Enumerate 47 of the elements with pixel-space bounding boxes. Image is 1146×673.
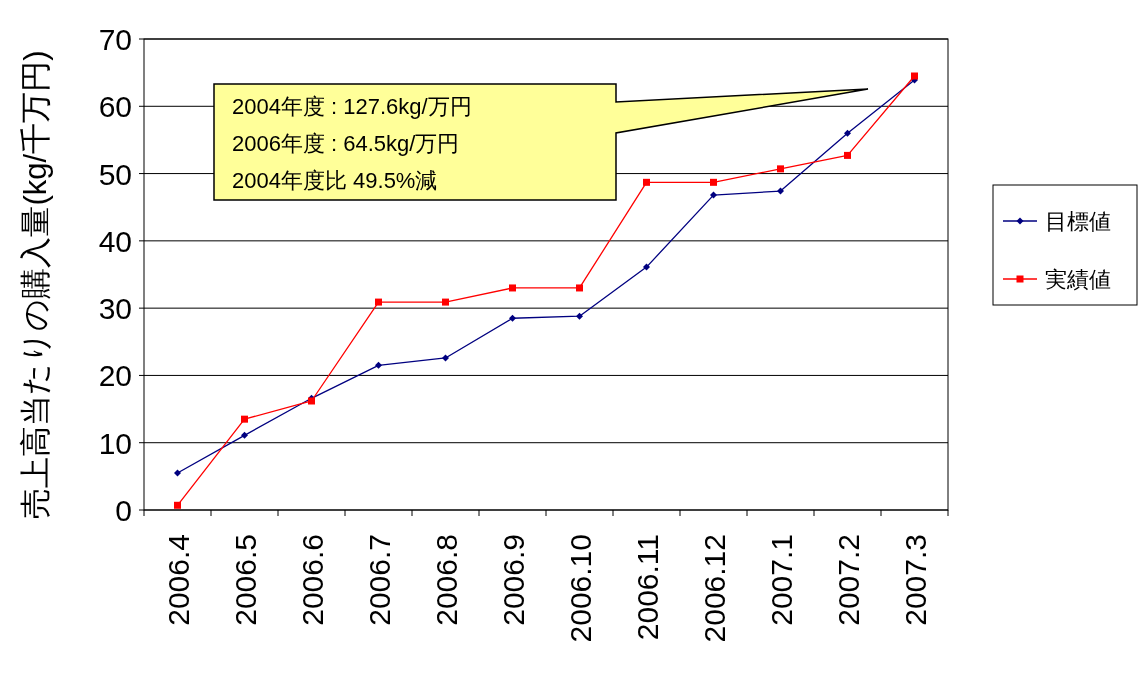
legend-label: 実績値 [1045, 267, 1111, 292]
point [174, 501, 181, 509]
x-tick-label: 2006.7 [362, 534, 396, 626]
y-tick-label: 60 [98, 90, 132, 124]
point [777, 165, 784, 173]
x-tick-label: 2006.4 [161, 534, 195, 626]
x-tick-label: 2006.6 [295, 534, 329, 626]
x-tick-label: 2007.1 [764, 534, 798, 626]
y-tick-label: 30 [98, 292, 132, 326]
annotation: 2004年度 : 127.6kg/万円 [232, 94, 472, 119]
annotation: 2006年度 : 64.5kg/万円 [232, 131, 460, 156]
point [643, 263, 650, 271]
point [241, 415, 248, 423]
x-tick-label: 2007.3 [898, 534, 932, 626]
point [643, 178, 650, 186]
x-tick-label: 2007.2 [831, 534, 865, 626]
point [844, 151, 851, 159]
point [375, 361, 382, 369]
point [576, 312, 583, 320]
point [241, 431, 248, 439]
point [442, 354, 449, 362]
y-tick-label: 0 [115, 494, 132, 527]
x-tick-label: 2006.11 [630, 534, 664, 641]
point [710, 191, 717, 199]
y-tick-label: 70 [98, 23, 132, 56]
y-tick-label: 10 [98, 426, 132, 460]
legend-label: 目標値 [1045, 209, 1111, 234]
x-tick-label: 2006.5 [228, 534, 262, 626]
x-tick-label: 2006.8 [429, 534, 463, 626]
point [509, 284, 516, 292]
point [375, 298, 382, 306]
x-tick-label: 2006.10 [563, 534, 597, 643]
y-axis-title: 売上高当たりの購入量(kg/千万円) [18, 50, 53, 519]
point [509, 314, 516, 322]
y-tick-label: 20 [98, 359, 132, 393]
x-tick-label: 2006.12 [697, 534, 731, 643]
point [576, 284, 583, 292]
point [442, 298, 449, 306]
point [174, 469, 181, 477]
x-tick-label: 2006.9 [496, 534, 530, 626]
y-tick-label: 50 [98, 157, 132, 191]
point [710, 178, 717, 186]
y-tick-label: 40 [98, 224, 132, 258]
point [777, 187, 784, 195]
point [844, 129, 851, 137]
annotation: 2004年度比 49.5%減 [232, 168, 438, 193]
point [911, 72, 918, 80]
